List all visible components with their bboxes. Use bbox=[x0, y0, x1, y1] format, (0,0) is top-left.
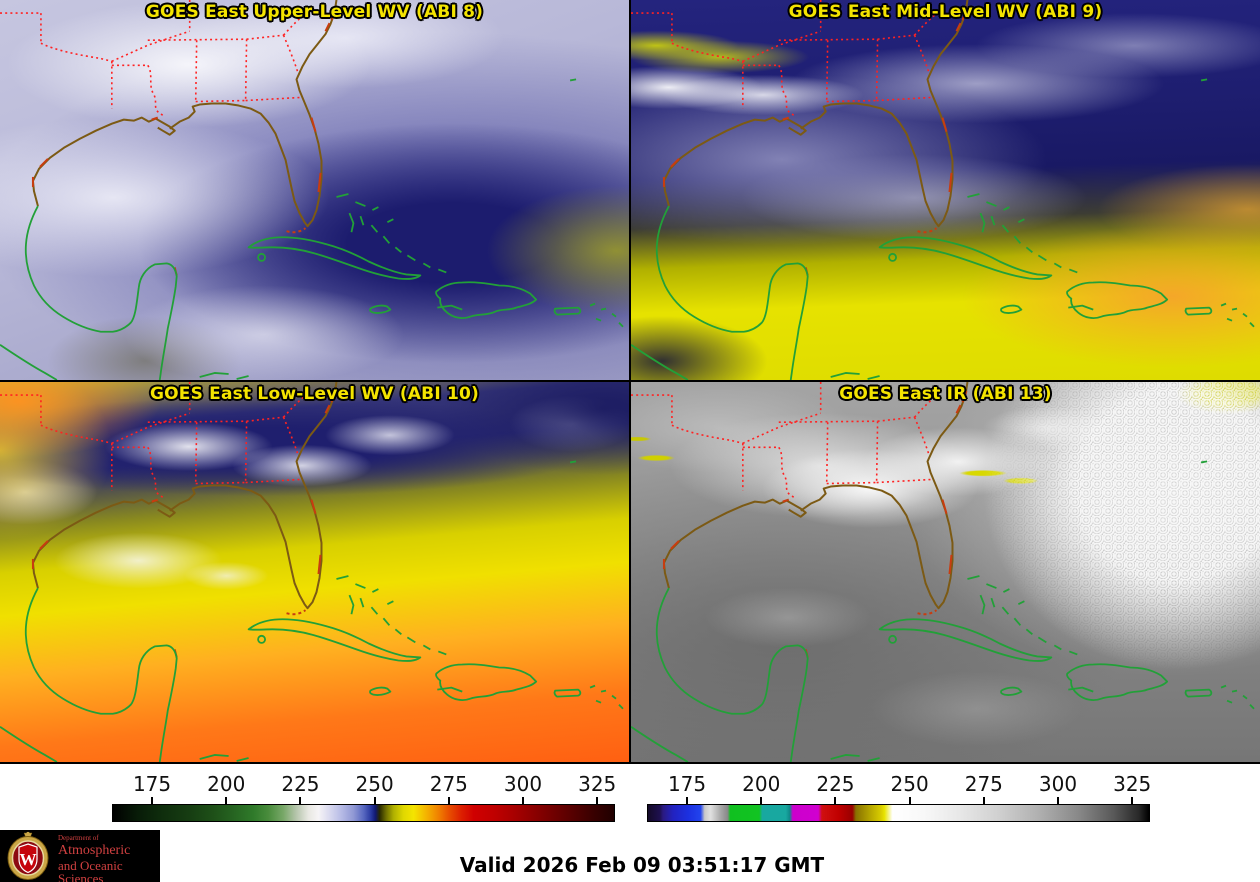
colorbar-tick-mark bbox=[982, 797, 985, 804]
mid-level-wv-image bbox=[631, 0, 1260, 380]
colorbar-tick-label: 200 bbox=[742, 772, 781, 796]
colorbar-tick-label: 175 bbox=[132, 772, 172, 796]
map-overlay bbox=[0, 0, 625, 380]
colorbar-tick-mark bbox=[1057, 797, 1059, 804]
aos-logo-text: Department of Atmospheric and Oceanic Sc… bbox=[58, 835, 160, 882]
panel-low-level-wv: GOES East Low-Level WV (ABI 10) bbox=[0, 382, 629, 762]
low-level-wv-image bbox=[0, 382, 629, 762]
map-overlay bbox=[0, 382, 625, 762]
colorbar-tick-label: 325 bbox=[1113, 772, 1152, 796]
uw-crest-icon: W bbox=[7, 831, 49, 880]
colorbar-tick-label: 250 bbox=[355, 772, 394, 796]
wv-colorbar: 175 200 225 250 275 300 325 bbox=[112, 766, 617, 828]
logo-name-line2: and Oceanic Sciences bbox=[58, 858, 123, 882]
svg-text:W: W bbox=[20, 850, 37, 869]
ir-colorbar-gradient bbox=[647, 804, 1150, 822]
imagery-grid: GOES East Upper-Level WV (ABI 8) GOES Ea… bbox=[0, 0, 1260, 764]
valid-timestamp: Valid 2026 Feb 09 03:51:17 GMT bbox=[459, 853, 825, 877]
panel-title: GOES East IR (ABI 13) bbox=[839, 384, 1052, 404]
colorbar-tick-label: 300 bbox=[503, 772, 543, 796]
colorbar-tick-mark bbox=[760, 797, 763, 804]
colorbar-tick-mark bbox=[1131, 797, 1134, 804]
panel-mid-level-wv: GOES East Mid-Level WV (ABI 9) bbox=[631, 0, 1260, 380]
colorbar-tick-label: 200 bbox=[207, 772, 246, 796]
ir-colorbar: 175 200 225 250 275 300 325 bbox=[647, 766, 1152, 828]
colorbar-tick-mark bbox=[151, 797, 154, 804]
logo-name-line1: Atmospheric bbox=[58, 843, 131, 858]
colorbar-tick-mark bbox=[834, 797, 837, 804]
logo-dept-line: Department of bbox=[58, 834, 99, 842]
colorbar-tick-mark bbox=[447, 797, 450, 804]
colorbar-tick-mark bbox=[686, 797, 689, 804]
panel-title: GOES East Mid-Level WV (ABI 9) bbox=[788, 2, 1103, 22]
colorbar-tick-label: 225 bbox=[281, 772, 320, 796]
panel-title: GOES East Low-Level WV (ABI 10) bbox=[149, 384, 479, 404]
ir-cloud-texture bbox=[983, 382, 1260, 679]
colorbar-tick-label: 225 bbox=[816, 772, 855, 796]
colorbar-tick-label: 275 bbox=[429, 772, 468, 796]
wv-colorbar-gradient bbox=[112, 804, 615, 822]
colorbar-tick-label: 325 bbox=[578, 772, 617, 796]
colorbar-tick-label: 300 bbox=[1038, 772, 1078, 796]
colorbar-tick-mark bbox=[225, 797, 228, 804]
map-overlay bbox=[631, 0, 1256, 380]
aos-logo: W Department of Atmospheric and Oceanic … bbox=[0, 830, 160, 882]
colorbar-tick-label: 175 bbox=[667, 772, 707, 796]
colorbar-tick-mark bbox=[908, 797, 911, 804]
panel-title: GOES East Upper-Level WV (ABI 8) bbox=[145, 2, 484, 22]
colorbar-tick-label: 250 bbox=[890, 772, 929, 796]
colorbar-tick-mark bbox=[522, 797, 524, 804]
colorbar-tick-label: 275 bbox=[964, 772, 1003, 796]
upper-level-wv-image bbox=[0, 0, 629, 380]
map-overlay bbox=[631, 382, 1256, 762]
colorbar-tick-mark bbox=[373, 797, 376, 804]
colorbar-tick-mark bbox=[299, 797, 302, 804]
panel-upper-level-wv: GOES East Upper-Level WV (ABI 8) bbox=[0, 0, 629, 380]
colorbar-tick-mark bbox=[596, 797, 599, 804]
panel-ir: GOES East IR (ABI 13) bbox=[631, 382, 1260, 762]
